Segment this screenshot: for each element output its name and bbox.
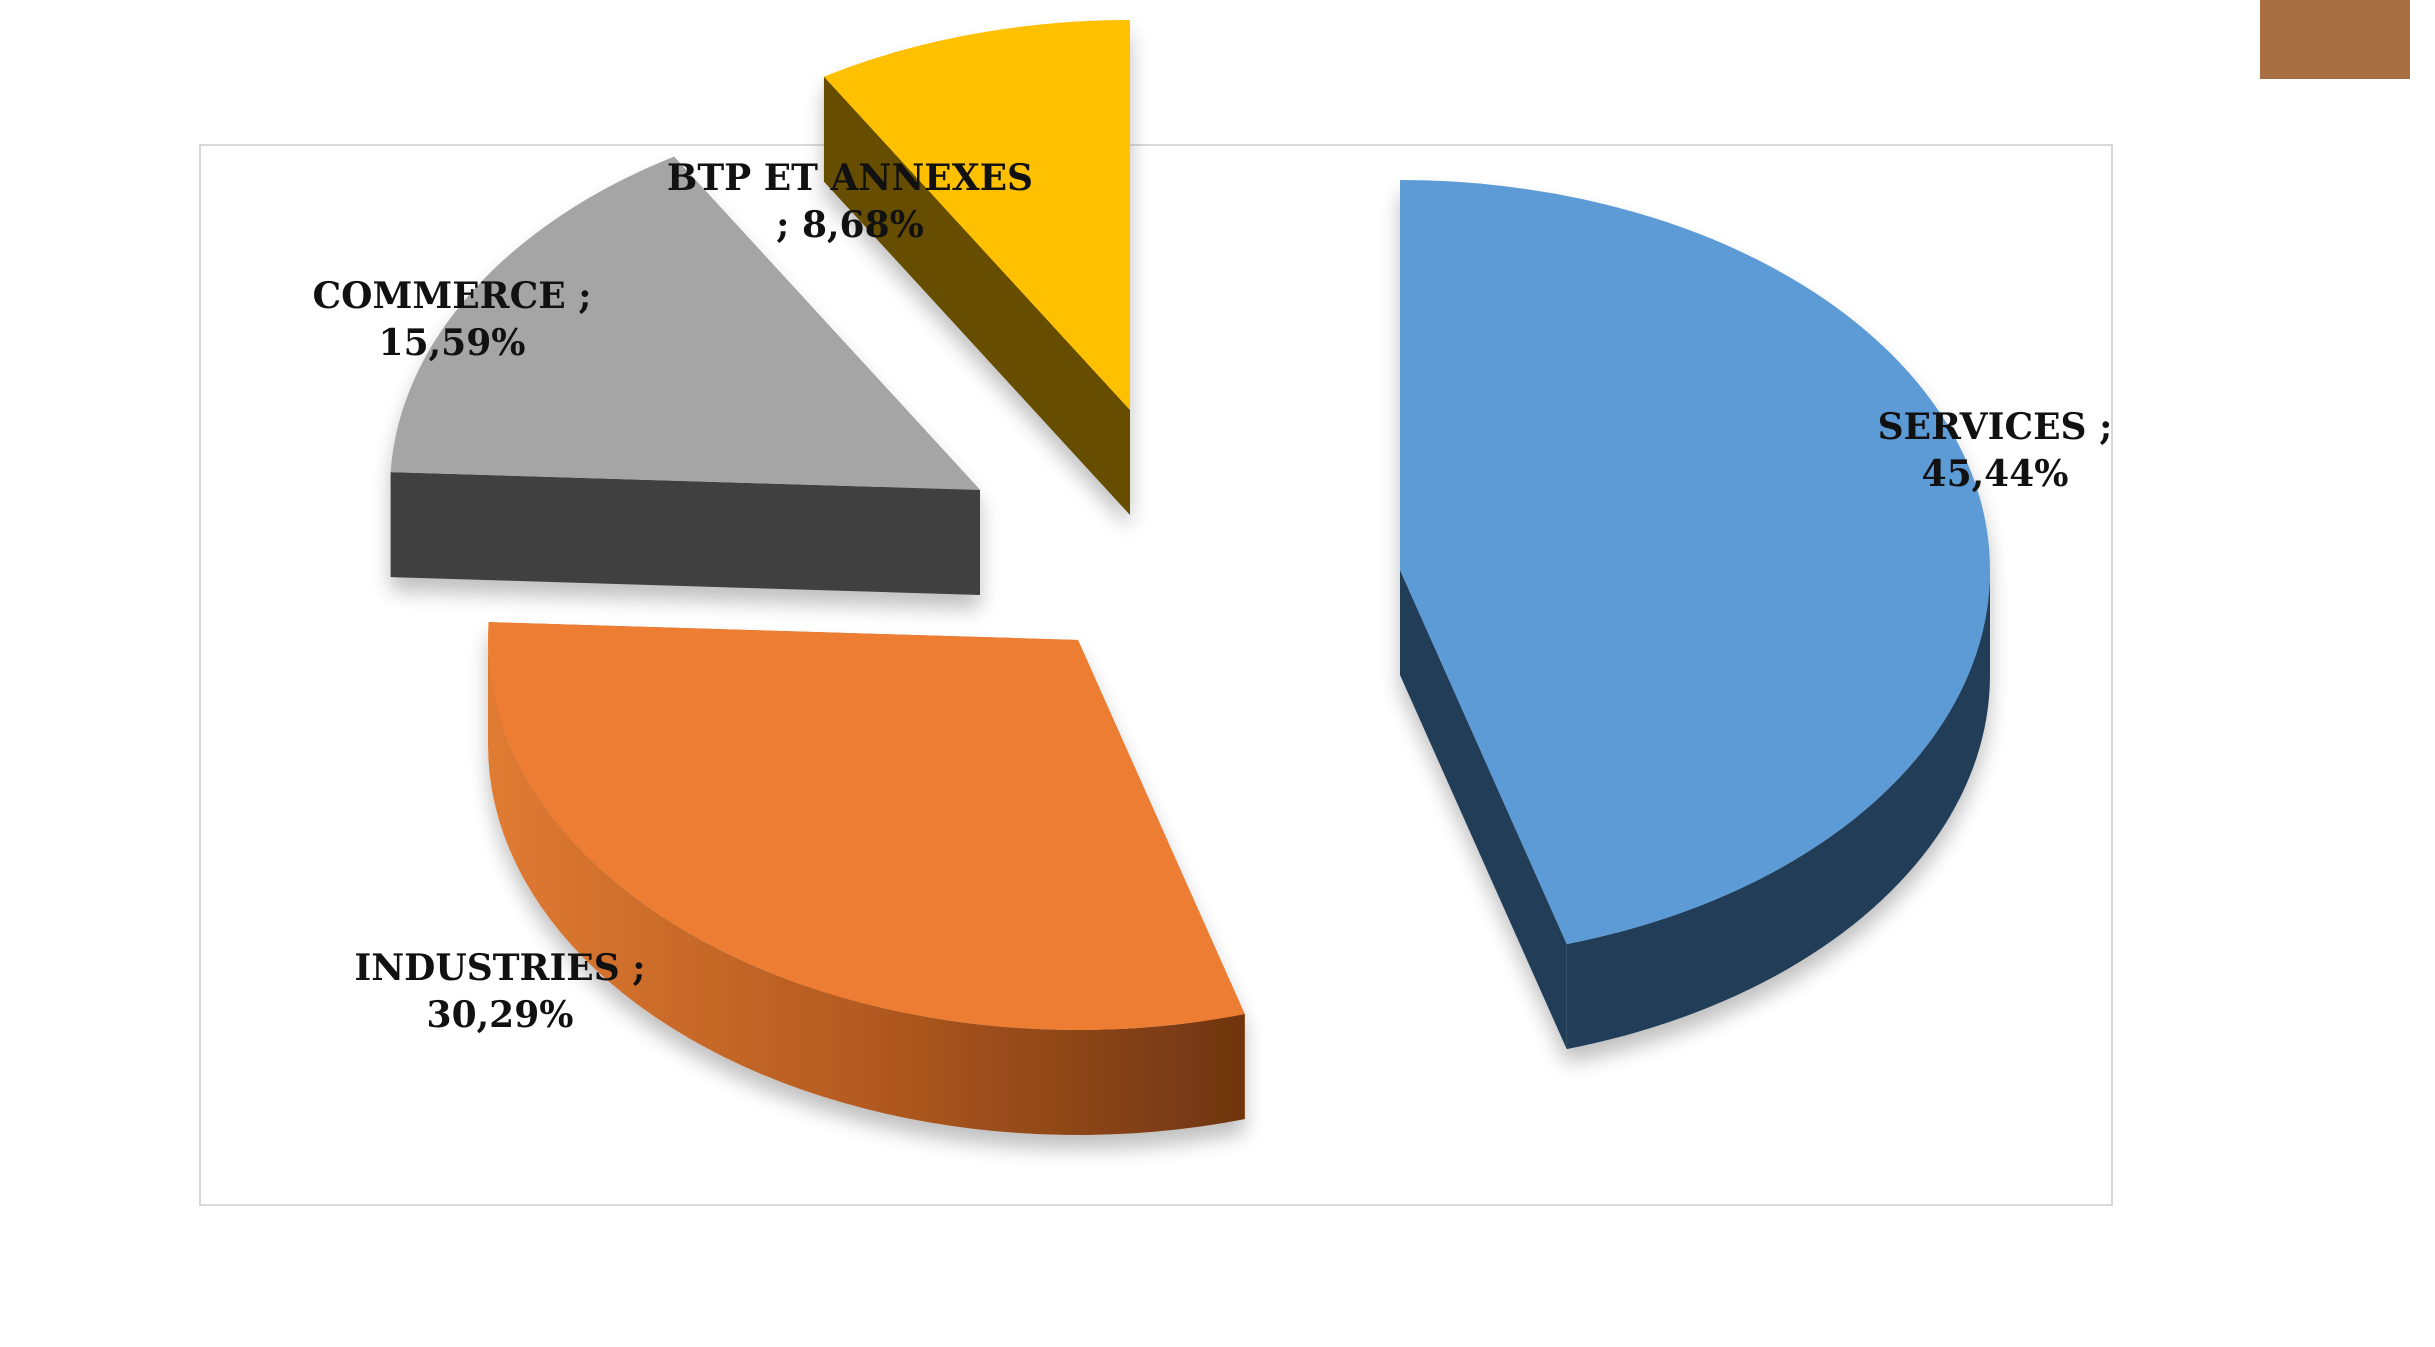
slice-cut-face-commerce-0 xyxy=(390,472,981,595)
label-commerce-value: 15,59% xyxy=(378,322,526,364)
data-label-commerce: COMMERCE ; 15,59% xyxy=(242,273,662,367)
slice-cut-face-services-1 xyxy=(1400,570,1567,1050)
slice-top-commerce xyxy=(390,156,981,490)
data-label-industries: INDUSTRIES ; 30,29% xyxy=(290,945,710,1039)
label-btp-value: ; 8,68% xyxy=(776,204,924,246)
slice-rim-services xyxy=(1566,570,1990,1050)
pie-slice-industries xyxy=(488,622,1245,1135)
label-industries-name: INDUSTRIES ; xyxy=(354,947,646,989)
slice-top-btp xyxy=(823,20,1130,410)
label-btp-name: BTP ET ANNEXES xyxy=(666,157,1034,199)
slice-top-services xyxy=(1400,180,1991,945)
pie-slice-services xyxy=(1400,180,1991,1050)
pie-slice-commerce xyxy=(390,156,981,595)
slice-rim-industries xyxy=(488,640,1245,1135)
slice-cut-face-btp-0 xyxy=(823,76,1130,516)
corner-accent-block xyxy=(2260,0,2410,79)
label-industries-value: 30,29% xyxy=(426,994,574,1036)
slice-top-industries xyxy=(488,622,1245,1030)
label-commerce-name: COMMERCE ; xyxy=(312,275,592,317)
data-label-services: SERVICES ; 45,44% xyxy=(1785,404,2205,498)
label-services-value: 45,44% xyxy=(1921,453,2069,495)
pie-slice-btp xyxy=(823,20,1130,516)
label-services-name: SERVICES ; xyxy=(1877,406,2113,448)
data-label-btp: BTP ET ANNEXES ; 8,68% xyxy=(640,155,1060,249)
